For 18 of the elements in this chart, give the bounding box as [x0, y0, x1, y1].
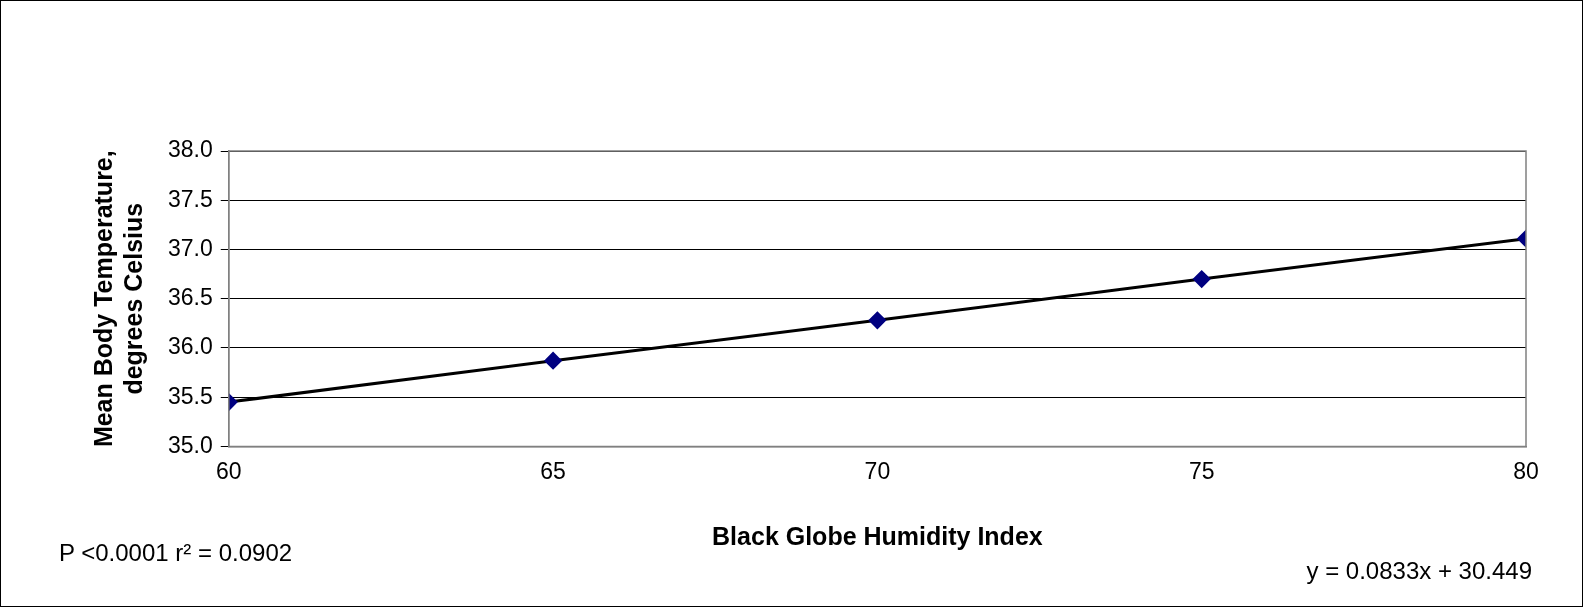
y-tick-label: 37.0 — [168, 234, 213, 261]
x-tick-label: 65 — [540, 457, 566, 484]
text: y = 0.0833x + 30.449 — [1306, 557, 1532, 585]
x-tick-label: 75 — [1188, 457, 1215, 484]
x-axis-title: Black Globe Humidity Index — [712, 521, 1043, 550]
y-tick-label: 35.5 — [168, 382, 213, 409]
point — [868, 311, 886, 329]
y-axis-title: Mean Body Temperature, degrees Celsius — [88, 150, 147, 448]
y-tick-label: 37.5 — [168, 185, 213, 212]
x-tick-label: 80 — [1513, 457, 1539, 484]
x-tick-label: 60 — [215, 457, 242, 484]
x-tick-label: 70 — [864, 457, 891, 484]
y-tick-label: 36.0 — [168, 333, 213, 360]
y-tick-label: 38.0 — [168, 136, 213, 163]
y-tick-label: 35.0 — [168, 431, 213, 458]
text: P <0.0001 r² = 0.0902 — [59, 539, 293, 567]
y-tick-label: 36.5 — [168, 284, 213, 311]
point — [544, 352, 562, 370]
